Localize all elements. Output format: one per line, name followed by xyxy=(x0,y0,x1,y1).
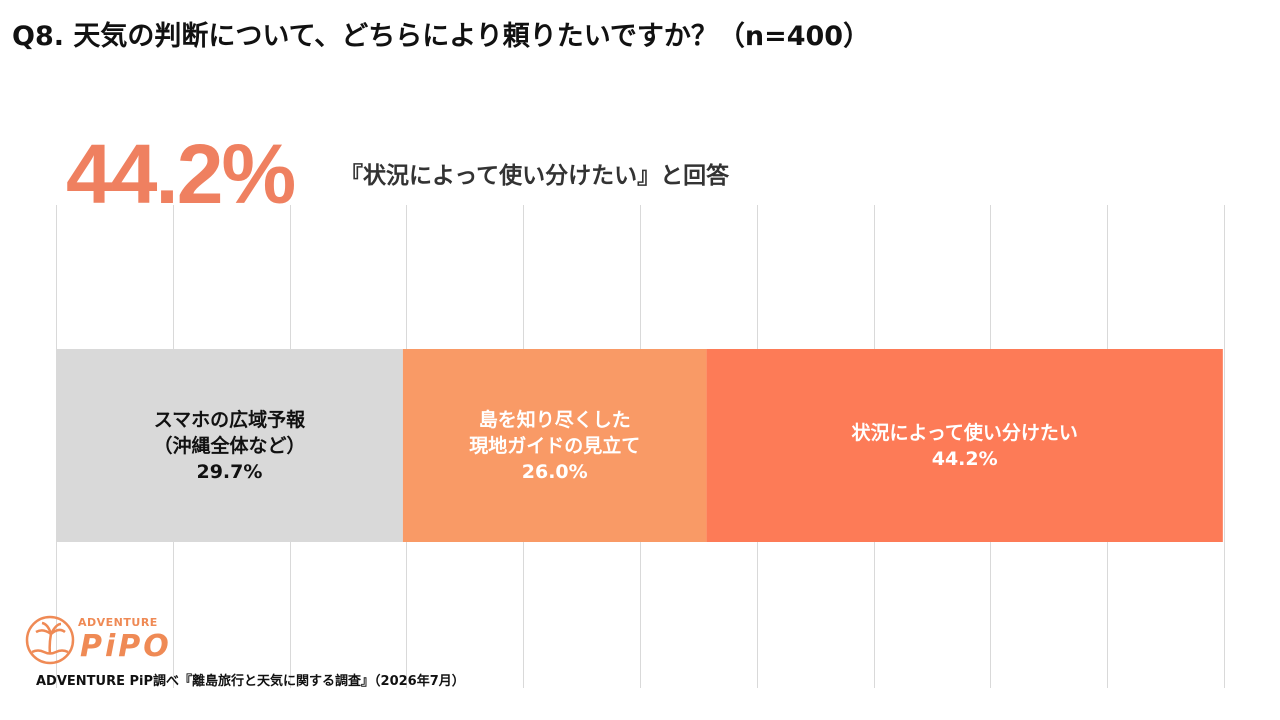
segment-label-line: 状況によって使い分けたい xyxy=(851,421,1078,444)
segment-label-line: 26.0% xyxy=(521,460,588,483)
segment-label-line: 島を知り尽くした xyxy=(478,408,631,431)
adventure-pip-logo: ADVENTURE PiPO xyxy=(24,614,169,670)
bar-segment-2 xyxy=(402,349,707,542)
segment-label-line: 29.7% xyxy=(196,460,263,483)
segment-label-3: 状況によって使い分けたい 44.2% xyxy=(707,420,1223,472)
highlight-percentage: 44.2% xyxy=(66,127,296,221)
bar-segment-3 xyxy=(706,349,1223,542)
segment-label-line: 現地ガイドの見立て xyxy=(469,434,641,457)
logo-main-text: PiPO xyxy=(80,629,172,664)
segment-label-2: 島を知り尽くした 現地ガイドの見立て 26.0% xyxy=(403,407,707,485)
source-footer: ADVENTURE PiP調べ『離島旅行と天気に関する調査』（2026年7月） xyxy=(36,674,465,689)
bar-segment-1 xyxy=(56,349,403,542)
highlight-caption: 『状況によって使い分けたい』と回答 xyxy=(340,163,730,189)
segment-label-1: スマホの広域予報 （沖縄全体など） 29.7% xyxy=(56,407,403,485)
question-title: Q8. 天気の判断について、どちらにより頼りたいですか？（n=400） xyxy=(12,21,871,52)
segment-label-line: （沖縄全体など） xyxy=(153,434,306,457)
logo-top-text: ADVENTURE xyxy=(78,616,158,629)
segment-label-line: スマホの広域予報 xyxy=(153,408,306,431)
segment-label-line: 44.2% xyxy=(931,447,998,470)
palm-sun-icon xyxy=(25,615,75,665)
